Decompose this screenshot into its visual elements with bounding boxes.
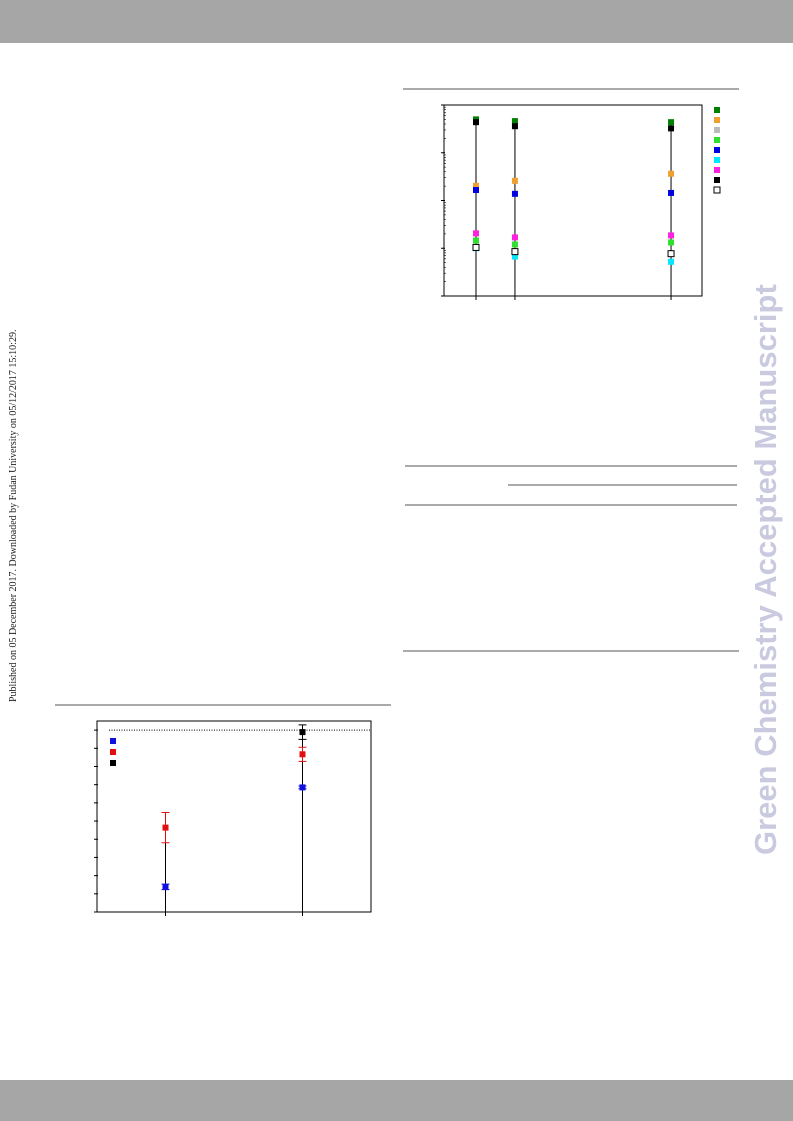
- marker: [511, 241, 518, 248]
- legend-marker: [713, 186, 721, 194]
- plot-frame: [96, 720, 372, 913]
- marker: [299, 751, 306, 758]
- marker: [511, 253, 518, 260]
- marker: [472, 186, 479, 193]
- header-bar: [0, 0, 793, 43]
- side-note: Published on 05 December 2017. Downloade…: [8, 330, 19, 702]
- legend-marker: [714, 117, 720, 123]
- legend-marker: [714, 147, 720, 153]
- marker: [511, 123, 518, 130]
- marker: [668, 119, 675, 126]
- marker: [511, 118, 518, 125]
- marker: [668, 170, 675, 177]
- legend-marker: [714, 137, 720, 143]
- legend-marker: [110, 738, 116, 744]
- legend-marker: [110, 749, 116, 755]
- marker: [668, 189, 675, 196]
- legend-marker: [714, 107, 720, 113]
- marker: [162, 883, 169, 890]
- legend-marker: [714, 167, 720, 173]
- marker: [162, 824, 169, 831]
- marker: [511, 248, 519, 256]
- marker: [472, 237, 479, 244]
- legend-marker: [714, 157, 720, 163]
- marker: [472, 119, 479, 126]
- marker: [511, 190, 518, 197]
- marker: [299, 784, 306, 791]
- legend-marker: [714, 177, 720, 183]
- marker: [668, 232, 675, 239]
- legend-marker: [714, 127, 720, 133]
- marker: [472, 230, 479, 237]
- marker: [668, 125, 675, 132]
- marker: [511, 234, 518, 241]
- marker: [511, 177, 518, 184]
- legend-marker: [110, 760, 116, 766]
- marker: [472, 182, 479, 189]
- marker: [299, 729, 306, 736]
- marker: [668, 258, 675, 265]
- watermark: Green Chemistry Accepted Manuscript: [748, 284, 783, 855]
- plot-frame: [443, 104, 703, 297]
- marker: [668, 239, 675, 246]
- marker: [472, 243, 480, 251]
- footer-bar: [0, 1080, 793, 1121]
- marker: [667, 250, 675, 258]
